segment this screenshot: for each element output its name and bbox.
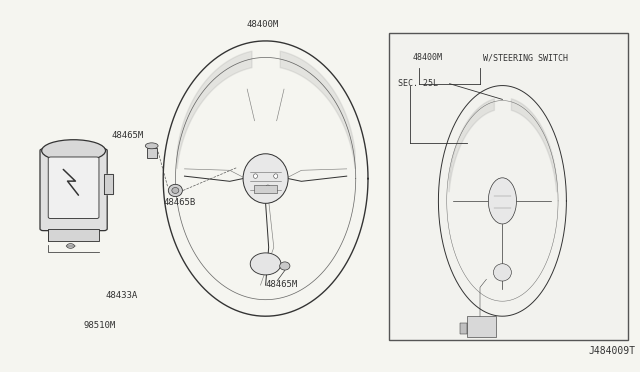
- Bar: [460, 323, 467, 334]
- Bar: [389, 33, 628, 340]
- Polygon shape: [104, 174, 113, 193]
- Text: 98510M: 98510M: [83, 321, 115, 330]
- Ellipse shape: [488, 178, 516, 224]
- Ellipse shape: [266, 185, 270, 189]
- Text: J484009T: J484009T: [589, 346, 636, 356]
- Text: 48465M: 48465M: [112, 131, 144, 140]
- Text: 48433A: 48433A: [106, 291, 138, 300]
- Text: 48400M: 48400M: [413, 53, 443, 62]
- Ellipse shape: [250, 253, 281, 275]
- Bar: [48, 229, 99, 241]
- Text: 48465B: 48465B: [163, 198, 195, 207]
- Bar: [254, 185, 277, 193]
- Text: SEC. 25L: SEC. 25L: [398, 79, 438, 88]
- Ellipse shape: [172, 187, 179, 193]
- Ellipse shape: [493, 264, 511, 281]
- Bar: [147, 148, 157, 158]
- Ellipse shape: [280, 262, 290, 270]
- Ellipse shape: [243, 154, 288, 203]
- Ellipse shape: [67, 244, 74, 248]
- Bar: [467, 316, 496, 337]
- Text: W/STEERING SWITCH: W/STEERING SWITCH: [483, 53, 568, 62]
- Text: 48465M: 48465M: [266, 280, 298, 289]
- FancyBboxPatch shape: [48, 157, 99, 219]
- FancyBboxPatch shape: [40, 149, 107, 231]
- Ellipse shape: [253, 174, 257, 178]
- Ellipse shape: [42, 140, 106, 161]
- Text: 48400M: 48400M: [246, 20, 278, 29]
- Ellipse shape: [274, 174, 278, 178]
- Ellipse shape: [168, 184, 182, 196]
- Ellipse shape: [145, 143, 158, 149]
